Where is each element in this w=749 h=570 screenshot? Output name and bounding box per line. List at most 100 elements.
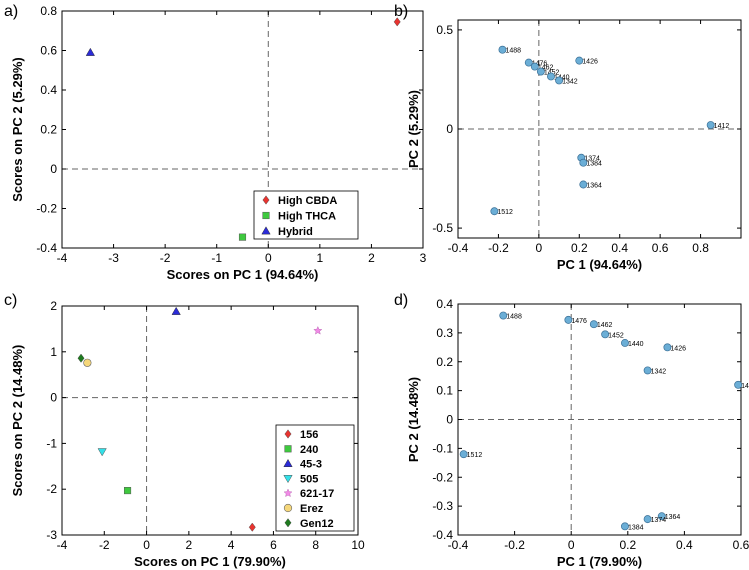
x-tick-label: -2 xyxy=(99,538,110,552)
data-point xyxy=(621,339,629,347)
legend-entry: High THCA xyxy=(278,211,336,223)
y-axis-label: Scores on PC 2 (5.29%) xyxy=(10,57,25,202)
data-point xyxy=(555,76,564,85)
x-tick-label: 4 xyxy=(228,538,235,552)
legend-entry: 621-17 xyxy=(300,488,334,500)
data-point xyxy=(490,207,499,216)
y-tick-label: 0.4 xyxy=(40,83,57,97)
data-point xyxy=(459,450,468,459)
x-tick-label: 2 xyxy=(186,538,193,552)
data-point xyxy=(77,353,85,363)
point-label: 1412 xyxy=(741,383,749,390)
data-point xyxy=(499,311,508,320)
x-tick-label: 0.2 xyxy=(571,241,588,255)
legend-marker xyxy=(283,488,293,498)
y-axis-label: Scores on PC 2 (14.48%) xyxy=(10,345,25,497)
y-tick-label: -0.2 xyxy=(432,470,453,484)
data-point xyxy=(601,330,610,339)
y-tick-label: 0.3 xyxy=(436,326,453,340)
data-point xyxy=(643,515,652,524)
point-label: 1440 xyxy=(628,341,644,348)
y-tick-label: -0.2 xyxy=(36,202,57,216)
legend-entry: 240 xyxy=(300,444,318,456)
x-tick-label: 0.6 xyxy=(733,538,749,552)
x-tick-label: 0.6 xyxy=(652,241,669,255)
legend-entry: 505 xyxy=(300,473,318,485)
data-point xyxy=(575,56,584,65)
chart-panel-c: c) -4 -2 0 2 4 6 8 10 -3 -2 -1 0 1 2 Scores on PC 1 (79… xyxy=(4,292,365,569)
data-point xyxy=(238,233,247,241)
panel-label: d) xyxy=(394,292,408,309)
y-tick-label: -0.1 xyxy=(432,441,453,455)
x-tick-label: 0 xyxy=(143,538,150,552)
x-axis-label: PC 1 (79.90%) xyxy=(557,554,642,569)
x-tick-label: -0.4 xyxy=(448,538,469,552)
legend-marker xyxy=(284,518,292,528)
point-label: 1364 xyxy=(586,182,602,189)
point-label: 1512 xyxy=(497,209,513,216)
panel-label: a) xyxy=(4,3,18,20)
legend-box xyxy=(253,190,359,240)
legend-entry: Hybrid xyxy=(278,226,313,238)
data-point xyxy=(547,72,555,81)
legend-marker xyxy=(284,445,292,453)
y-tick-label: 0.1 xyxy=(436,384,453,398)
x-tick-label: 1 xyxy=(317,251,324,265)
plot-frame xyxy=(61,10,424,249)
point-label: 1488 xyxy=(506,314,522,321)
y-tick-label: 0 xyxy=(50,391,57,405)
x-tick-label: -3 xyxy=(108,251,119,265)
point-label: 1342 xyxy=(651,368,667,375)
y-tick-label: -3 xyxy=(46,528,57,542)
data-point xyxy=(579,158,588,167)
x-tick-label: -0.2 xyxy=(488,241,509,255)
data-point xyxy=(393,17,401,27)
point-label: 1452 xyxy=(608,332,624,339)
point-label: 1462 xyxy=(597,322,613,329)
data-point xyxy=(734,380,743,389)
data-point xyxy=(643,366,652,375)
point-label: 1512 xyxy=(467,452,483,459)
point-label: 1462 xyxy=(538,65,554,72)
data-point xyxy=(589,320,598,329)
data-point xyxy=(85,47,95,56)
x-tick-label: 0.4 xyxy=(611,241,628,255)
x-tick-label: 0 xyxy=(265,251,272,265)
y-tick-label: 0.2 xyxy=(436,355,453,369)
data-point xyxy=(97,448,107,457)
point-label: 1412 xyxy=(714,123,730,130)
chart-panel-d: d) -0.4 -0.2 0 0.2 0.4 0.6 -0.4 -0.3 -0.2 -0.1 0 0.1… xyxy=(394,292,749,569)
x-tick-label: 6 xyxy=(270,538,277,552)
data-point xyxy=(171,306,181,315)
data-point xyxy=(123,487,132,495)
x-tick-label: -0.4 xyxy=(448,241,469,255)
y-tick-label: 0.6 xyxy=(40,44,57,58)
legend-marker xyxy=(262,195,270,205)
x-tick-label: 0 xyxy=(536,241,543,255)
data-point xyxy=(663,343,672,352)
x-tick-label: 3 xyxy=(420,251,427,265)
y-tick-label: -1 xyxy=(46,436,57,450)
data-point xyxy=(498,45,507,54)
point-label: 1374 xyxy=(584,156,600,163)
y-tick-label: -2 xyxy=(46,482,57,496)
x-tick-label: -4 xyxy=(57,251,68,265)
y-tick-label: 0 xyxy=(446,122,453,136)
data-point xyxy=(579,180,588,189)
y-tick-label: 2 xyxy=(50,299,57,313)
y-tick-label: -0.3 xyxy=(432,499,453,513)
y-tick-label: 0.2 xyxy=(40,123,57,137)
legend: High CBDA High THCA Hybrid xyxy=(253,190,359,240)
legend-entry: Gen12 xyxy=(300,518,334,530)
data-point xyxy=(564,315,573,324)
panel-label: c) xyxy=(4,292,17,309)
data-point xyxy=(313,326,323,335)
point-label: 1488 xyxy=(505,48,521,55)
y-axis-label: PC 2 (14.48%) xyxy=(406,377,421,462)
point-label: 1364 xyxy=(665,514,681,521)
point-label: 1342 xyxy=(562,78,578,85)
y-tick-label: 0 xyxy=(446,413,453,427)
x-tick-label: -2 xyxy=(160,251,171,265)
data-point xyxy=(524,58,533,67)
